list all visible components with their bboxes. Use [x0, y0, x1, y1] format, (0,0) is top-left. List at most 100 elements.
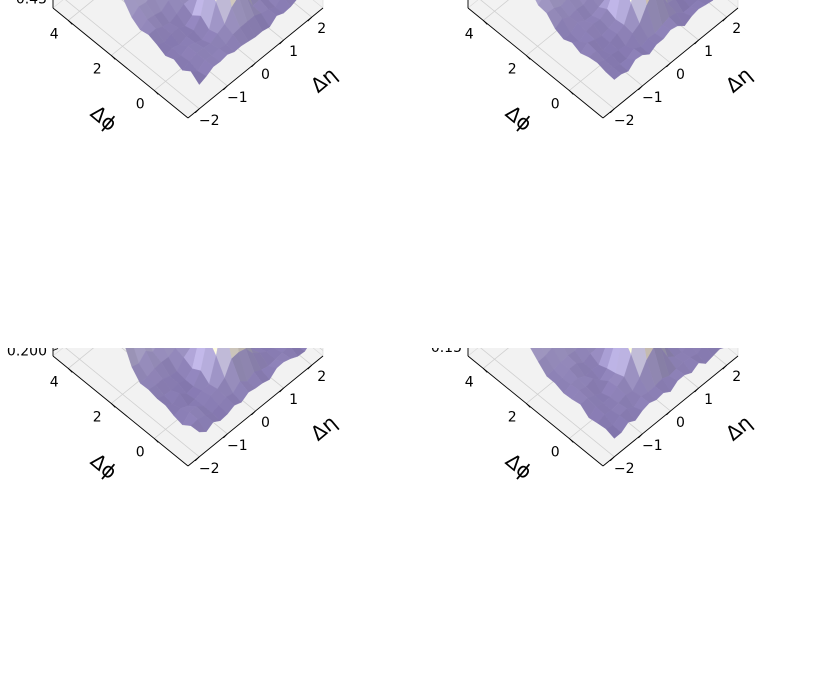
z-tick-label: 0.15: [431, 348, 462, 356]
surface-patch: [677, 348, 686, 353]
surface-patch: [190, 419, 207, 433]
x-tick-label: −2: [614, 113, 635, 129]
surface-mesh: [530, 348, 724, 439]
x-tick-label: 0: [261, 415, 270, 431]
surface-patch: [299, 348, 308, 352]
y-axis-line: [467, 355, 604, 467]
x-tick-label: −2: [199, 113, 220, 129]
y-tick: [568, 438, 574, 443]
y-tick: [482, 20, 488, 25]
y-tick: [525, 55, 531, 60]
y-axis-label: Δϕ: [501, 448, 537, 484]
x-axis-label: Δη: [306, 410, 342, 445]
y-axis-line: [467, 7, 604, 119]
y-tick: [110, 403, 116, 408]
x-axis-label: Δη: [306, 62, 342, 97]
x-tick-label: 0: [676, 67, 685, 83]
y-tick-label: 0: [136, 445, 145, 461]
x-tick: [609, 456, 615, 462]
x-tick-label: −1: [227, 438, 248, 454]
y-tick-label: 2: [93, 61, 102, 77]
x-gridline: [480, 0, 615, 110]
surface-mesh: [123, 0, 297, 85]
y-axis-label: Δϕ: [86, 448, 122, 484]
x-tick: [638, 85, 643, 91]
surface-patch: [627, 348, 633, 356]
x-tick: [722, 364, 728, 370]
x-tick: [251, 410, 256, 416]
y-tick-label: 4: [465, 26, 474, 42]
x-tick: [194, 108, 200, 114]
x-tick-label: 0: [676, 415, 685, 431]
y-tick-label: 4: [50, 26, 59, 42]
y-tick-label: 0: [551, 445, 560, 461]
surface-patch: [285, 0, 297, 8]
back-left-pane: [467, 348, 479, 357]
surface-patch: [144, 0, 149, 3]
x-tick: [223, 85, 228, 91]
back-left-pane: [467, 0, 479, 9]
back-right-pane: [727, 0, 739, 9]
y-tick: [482, 368, 488, 373]
back-right-pane: [312, 348, 324, 357]
x-tick-label: 1: [704, 392, 713, 408]
x-tick-label: −2: [199, 461, 220, 477]
y-tick-label: 2: [93, 409, 102, 425]
y-axis-label: Δϕ: [501, 100, 537, 136]
surface-patch: [605, 425, 622, 439]
x-axis-label: Δη: [721, 62, 757, 97]
x-tick: [307, 16, 313, 22]
x-tick-label: −1: [642, 90, 663, 106]
x-tick: [694, 387, 699, 393]
surface-patch: [579, 0, 588, 6]
x-tick-label: −2: [614, 461, 635, 477]
back-right-pane: [312, 0, 324, 9]
y-tick-label: 0: [551, 97, 560, 113]
x-tick-label: 2: [317, 369, 326, 385]
z-tick: [52, 348, 59, 351]
back-left-pane: [52, 348, 64, 357]
y-tick: [568, 90, 574, 95]
surface-plot: −2−10120240.2000.2250.2500.2750.3000.325…: [7, 348, 342, 484]
surface-patch: [190, 70, 207, 85]
y-tick-label: 4: [465, 374, 474, 390]
x-tick: [722, 16, 728, 22]
x-tick: [194, 456, 200, 462]
x-tick: [638, 433, 643, 439]
y-tick: [67, 368, 73, 373]
x-tick: [307, 364, 313, 370]
y-tick: [525, 403, 531, 408]
x-gridline: [480, 348, 615, 458]
x-tick-label: 2: [732, 21, 741, 37]
y-axis-line: [52, 7, 189, 119]
surface-patch: [151, 348, 156, 353]
x-gridline: [65, 0, 200, 110]
x-tick: [694, 39, 699, 45]
x-tick-label: 1: [289, 392, 298, 408]
surface-patch: [692, 348, 702, 355]
x-tick-label: −1: [227, 90, 248, 106]
x-gridline: [65, 348, 200, 458]
surface-mesh: [535, 0, 714, 80]
x-tick-label: 1: [289, 44, 298, 60]
y-axis-label: Δϕ: [86, 100, 122, 136]
back-right-pane: [727, 348, 739, 357]
z-tick-label: 0.200: [7, 348, 47, 359]
y-tick-label: 2: [508, 61, 517, 77]
y-tick-label: 0: [136, 97, 145, 113]
surface-patch: [535, 0, 542, 6]
x-tick: [666, 410, 671, 416]
x-tick-label: 0: [261, 67, 270, 83]
x-tick-label: −1: [642, 438, 663, 454]
y-tick: [153, 438, 159, 443]
x-tick-label: 1: [704, 44, 713, 60]
x-tick: [666, 62, 671, 68]
back-left-pane: [52, 0, 64, 9]
